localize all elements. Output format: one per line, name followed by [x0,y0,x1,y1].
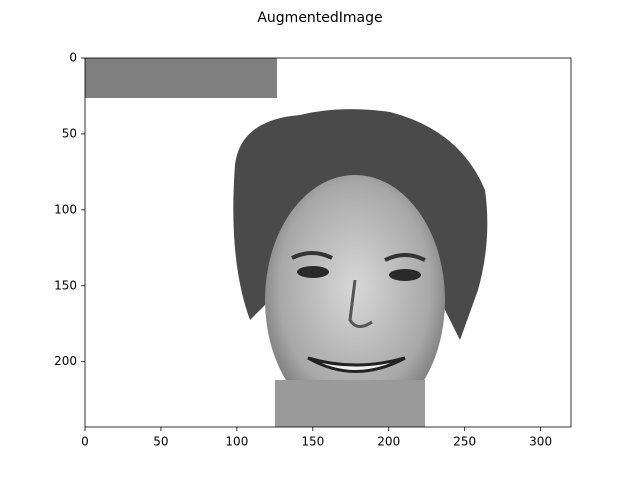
x-tick-label: 250 [453,435,476,449]
x-tick-label: 200 [377,435,400,449]
x-tick-label: 150 [301,435,324,449]
y-tick-label: 200 [54,354,77,368]
y-tick-label: 0 [69,51,77,65]
x-tick-label: 0 [81,435,89,449]
y-tick-label: 150 [54,278,77,292]
axes-frame [84,57,572,428]
x-tick-label: 300 [529,435,552,449]
y-tick-label: 50 [62,126,77,140]
y-tick-label: 100 [54,202,77,216]
chart-title: AugmentedImage [257,10,382,26]
x-tick-label: 100 [225,435,248,449]
image [85,58,571,427]
x-tick-label: 50 [153,435,168,449]
